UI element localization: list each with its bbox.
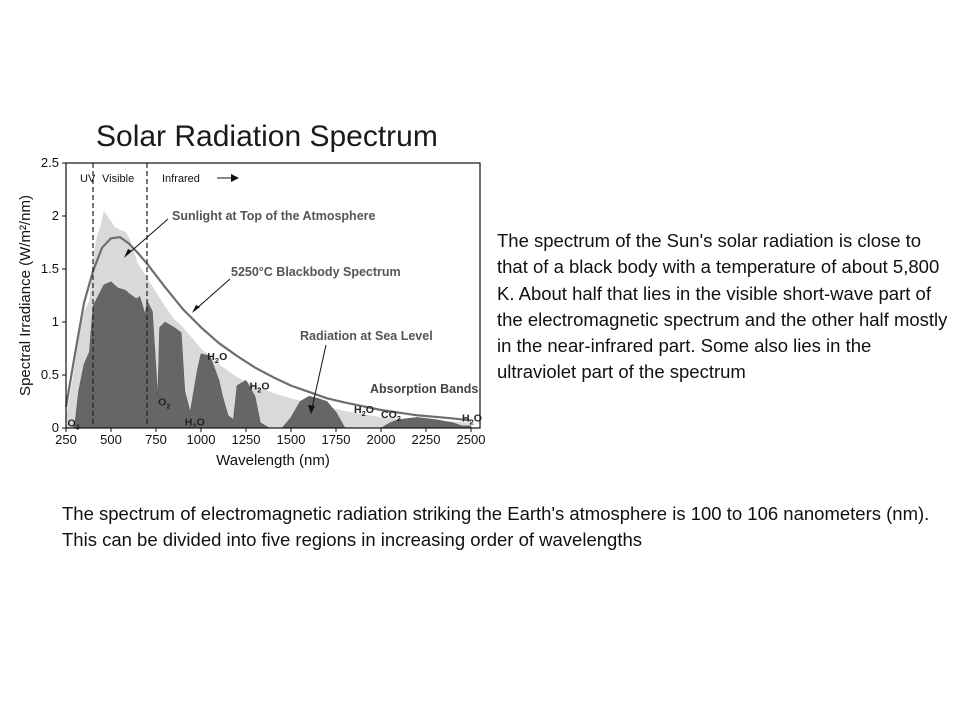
annotation-toa-arrow [127, 218, 169, 255]
annotation-blackbody-arrow [195, 278, 231, 310]
x-tick-label: 1000 [187, 432, 216, 447]
annotation-blackbody-arrowhead [192, 305, 200, 313]
region-label-infrared: Infrared [162, 173, 200, 185]
absorber-label: O2 [158, 397, 170, 411]
x-tick-label: 750 [145, 432, 167, 447]
chart-title: Solar Radiation Spectrum [96, 120, 438, 153]
x-tick-label: 1750 [322, 432, 351, 447]
x-tick-label: 1500 [277, 432, 306, 447]
region-label-visible: Visible [102, 173, 134, 185]
annotation-blackbody: 5250°C Blackbody Spectrum [231, 265, 401, 279]
annotation-sea-level-arrow [311, 344, 327, 409]
x-tick-label: 2000 [367, 432, 396, 447]
annotation-toa: Sunlight at Top of the Atmosphere [172, 209, 376, 223]
description-paragraph: The spectrum of the Sun's solar radiatio… [497, 230, 948, 383]
x-tick-label: 250 [55, 432, 77, 447]
y-tick-label: 1.5 [41, 261, 59, 276]
x-axis-title: Wavelength (nm) [216, 452, 330, 469]
absorber-label: H2O [354, 404, 374, 418]
annotation-toa-arrowhead [124, 249, 132, 258]
plot-frame [65, 162, 481, 429]
absorber-label: H2O [462, 412, 482, 426]
y-tick-label: 0 [52, 420, 59, 435]
blackbody-line [64, 236, 472, 422]
absorber-label: H2O [250, 381, 270, 395]
y-tick-label: 2 [52, 208, 59, 223]
region-label-uv: UV [80, 173, 96, 185]
absorber-label: H2O [185, 417, 205, 431]
spectrum-range-paragraph: The spectrum of electromagnetic radiatio… [62, 503, 930, 551]
y-tick-label: 0.5 [41, 367, 59, 382]
x-tick-label: 2500 [457, 432, 486, 447]
annotation-sea-level-arrowhead [308, 405, 315, 414]
x-tick-label: 2250 [412, 432, 441, 447]
absorber-label: CO2 [381, 409, 401, 423]
y-tick-label: 2.5 [41, 155, 59, 170]
absorber-label: H2O [207, 351, 227, 365]
absorber-label: O3 [67, 418, 79, 432]
annotation-sea-level: Radiation at Sea Level [300, 329, 433, 343]
annotation-absorption-bands: Absorption Bands [370, 382, 478, 396]
solar-spectrum-chart: 250 500 750 1000 1250 1500 1750 2000 2250 2500 0 0.… [17, 155, 486, 469]
x-tick-label: 1250 [232, 432, 261, 447]
y-axis-title: Spectral Irradiance (W/m²/nm) [17, 195, 34, 396]
infrared-arrow-head [231, 174, 239, 182]
x-tick-label: 500 [100, 432, 122, 447]
y-tick-label: 1 [52, 314, 59, 329]
